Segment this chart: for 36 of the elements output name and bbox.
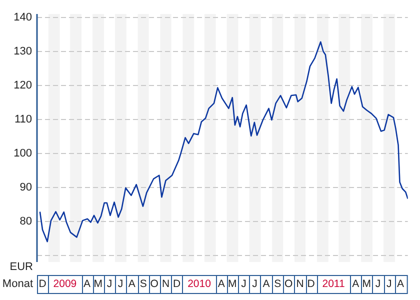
- x-tick-label: A: [396, 278, 404, 290]
- x-tick-label: S: [140, 278, 147, 290]
- y-tick-label: 130: [14, 45, 32, 58]
- x-axis-title: Monat: [2, 278, 33, 290]
- y-tick-label: 120: [14, 79, 32, 92]
- x-tick-label: J: [386, 278, 392, 290]
- x-tick-label: J: [118, 278, 124, 290]
- x-tick-label: O: [284, 278, 293, 290]
- x-tick-label: D: [307, 278, 316, 290]
- x-tick-label: A: [218, 278, 225, 290]
- x-tick-label: M: [362, 278, 372, 290]
- x-tick-label: A: [352, 278, 360, 290]
- x-tick-label: J: [252, 278, 258, 290]
- x-tick-label: A: [84, 278, 91, 290]
- x-tick-label: N: [296, 278, 304, 290]
- x-tick-label: S: [274, 278, 282, 290]
- x-tick-label: A: [128, 278, 136, 290]
- y-axis-title: EUR: [10, 261, 34, 274]
- y-tick-label: 100: [14, 147, 32, 160]
- x-tick-label: J: [375, 278, 381, 290]
- y-tick-label: 110: [14, 113, 32, 126]
- x-tick-label: N: [162, 278, 170, 290]
- x-tick-label: 2011: [322, 278, 345, 290]
- x-tick-label: O: [150, 278, 158, 290]
- x-tick-label: D: [38, 278, 47, 290]
- y-tick-label: 140: [14, 11, 32, 24]
- y-tick-label: 90: [20, 181, 32, 194]
- y-tick-label: 80: [20, 215, 32, 228]
- x-tick-label: M: [228, 278, 237, 290]
- x-tick-label: 2010: [188, 278, 212, 290]
- x-tick-label: J: [241, 278, 246, 290]
- x-tick-label: D: [173, 278, 182, 290]
- x-tick-label: M: [94, 278, 102, 290]
- x-tick-label: J: [106, 278, 112, 290]
- x-tick-label: A: [262, 278, 270, 290]
- x-tick-label: 2009: [53, 278, 77, 290]
